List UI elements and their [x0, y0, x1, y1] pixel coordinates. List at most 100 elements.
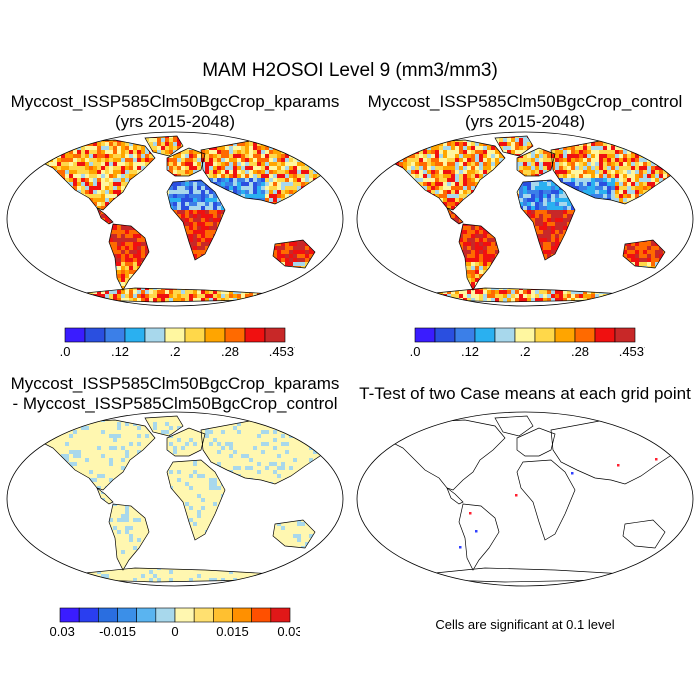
colorbar-label: -0.015: [99, 624, 136, 639]
colorbar-swatch: [184, 327, 206, 343]
colorbar-swatch: [98, 607, 118, 623]
colorbar-label: .2: [520, 344, 531, 359]
colorbar-swatch: [204, 327, 226, 343]
significant-cell: [475, 530, 478, 533]
colorbar-swatch: [213, 607, 233, 623]
colorbar-swatch: [144, 327, 166, 343]
map-border: [6, 411, 344, 587]
map-border: [356, 131, 694, 307]
coast-africa: [516, 179, 576, 261]
colorbar-label: .4537: [269, 344, 295, 359]
colorbar-label: .28: [221, 344, 239, 359]
panel-kparams-title-line2: (yrs 2015-2048): [114, 112, 235, 131]
coast-europe: [166, 427, 206, 457]
significant-cell: [655, 458, 658, 461]
coast-south-america: [108, 503, 150, 571]
coast-south-america: [458, 223, 500, 291]
coast-greenland: [144, 135, 184, 157]
coast-north-america: [390, 139, 506, 211]
coast-europe: [516, 427, 556, 457]
colorbar-label: .0: [410, 344, 421, 359]
panel-kparams-title: Myccost_ISSP585Clm50BgcCrop_kparams (yrs…: [5, 92, 345, 132]
colorbar-label: -0.03: [50, 624, 75, 639]
panel-control-title-line2: (yrs 2015-2048): [464, 112, 585, 131]
coast-central-america: [96, 206, 114, 225]
coast-central-america: [446, 486, 464, 505]
colorbar-swatch: [174, 607, 195, 623]
colorbar-label: .28: [571, 344, 589, 359]
colorbar-swatch: [494, 327, 516, 343]
panel-control-title: Myccost_ISSP585Clm50BgcCrop_control (yrs…: [355, 92, 695, 132]
land-fill: [391, 136, 685, 302]
colorbar-swatch: [534, 327, 556, 343]
panel-difference-title-line2: - Myccost_ISSP585Clm50BgcCrop_control: [12, 394, 338, 413]
colorbar-swatch: [117, 607, 137, 623]
map-control: [356, 131, 694, 307]
panel-control-title-line1: Myccost_ISSP585Clm50BgcCrop_control: [367, 92, 683, 111]
land-fill: [41, 136, 335, 302]
panel-difference-title: Myccost_ISSP585Clm50BgcCrop_kparams - My…: [5, 374, 345, 414]
colorbar-swatch: [454, 327, 476, 343]
coast-antarctica: [424, 567, 626, 583]
coast-central-america: [96, 486, 114, 505]
colorbar-label: .4537: [619, 344, 645, 359]
colorbar-label: .12: [111, 344, 129, 359]
colorbar-swatch: [514, 327, 536, 343]
colorbar-difference: -0.03 -0.015 0 0.015 0.03: [50, 607, 300, 639]
colorbar-label: 0.015: [216, 624, 249, 639]
coast-africa: [516, 459, 576, 541]
significant-cell: [617, 464, 620, 467]
colorbar-swatch: [232, 607, 252, 623]
colorbar-label: .0: [60, 344, 71, 359]
coast-africa: [166, 179, 226, 261]
colorbar-swatch: [104, 327, 126, 343]
coast-north-america: [40, 419, 156, 491]
colorbar-swatch: [270, 607, 291, 623]
panel-difference-title-line1: Myccost_ISSP585Clm50BgcCrop_kparams: [10, 374, 340, 393]
colorbar-swatch: [155, 607, 176, 623]
colorbar-swatch: [78, 607, 99, 623]
colorbar-swatch: [434, 327, 456, 343]
colorbar-swatch: [244, 327, 266, 343]
significant-cell: [459, 546, 462, 549]
panel-ttest-title-line1: T-Test of two Case means at each grid po…: [359, 384, 691, 403]
coast-australia: [622, 239, 666, 269]
coast-north-america: [390, 419, 506, 491]
land-fill: [41, 416, 335, 582]
coast-central-america: [446, 206, 464, 225]
colorbar-label: 0: [171, 624, 178, 639]
coast-greenland: [144, 415, 184, 437]
coast-greenland: [494, 135, 534, 157]
colorbar-swatch: [64, 327, 86, 343]
coast-north-america: [40, 139, 156, 211]
panel-ttest-title: T-Test of two Case means at each grid po…: [355, 384, 695, 404]
colorbar-swatch: [594, 327, 616, 343]
colorbar-swatch: [614, 327, 636, 343]
coast-europe: [166, 147, 206, 177]
colorbar-swatch: [554, 327, 576, 343]
map-difference: [6, 411, 344, 587]
coast-greenland: [494, 415, 534, 437]
coast-australia: [622, 519, 666, 549]
coast-australia: [272, 239, 316, 269]
panel-kparams-title-line1: Myccost_ISSP585Clm50BgcCrop_kparams: [10, 92, 340, 111]
map-border: [356, 411, 694, 587]
colorbar-swatch: [193, 607, 214, 623]
figure-title: MAM H2OSOI Level 9 (mm3/mm3): [202, 60, 498, 81]
coast-africa: [166, 459, 226, 541]
map-ttest: [356, 411, 694, 587]
colorbar-swatch: [59, 607, 80, 623]
colorbar-swatch: [84, 327, 106, 343]
colorbar-swatch: [164, 327, 186, 343]
colorbar-control: .0 .12 .2 .28 .4537: [410, 327, 645, 359]
colorbar-swatch: [474, 327, 496, 343]
colorbar-label: .12: [461, 344, 479, 359]
colorbar-swatch: [414, 327, 436, 343]
colorbar-swatch: [264, 327, 286, 343]
colorbar-swatch: [224, 327, 246, 343]
significant-cell: [571, 472, 574, 475]
map-kparams: [6, 131, 344, 307]
significant-cell: [469, 512, 472, 515]
significance-note: Cells are significant at 0.1 level: [435, 617, 615, 632]
colorbar-swatch: [574, 327, 596, 343]
